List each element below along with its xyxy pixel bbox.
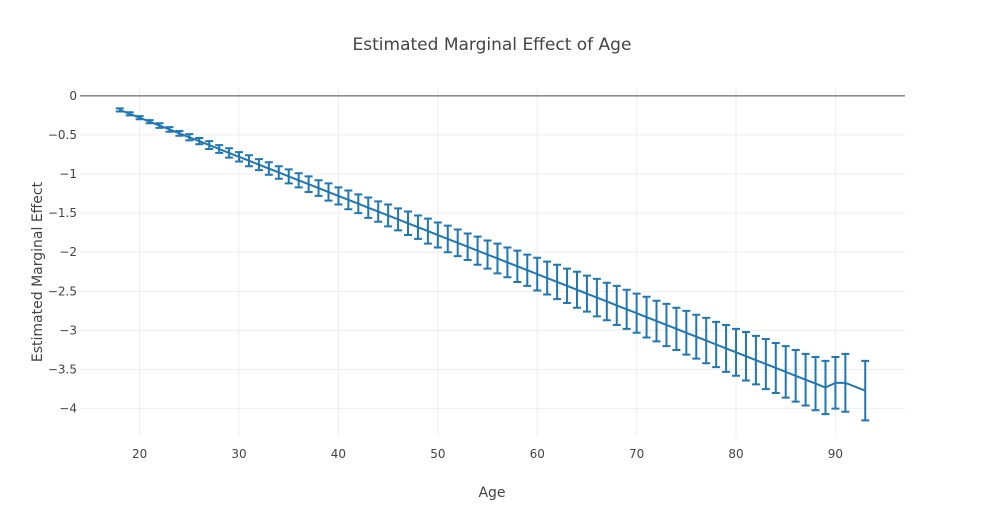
grid-layer [80,88,905,436]
x-tick-label: 80 [728,447,743,461]
x-tick-label: 40 [331,447,346,461]
error-bar [861,359,870,422]
data-layer [115,107,870,422]
y-tick-label: 0 [69,89,77,103]
x-tick-label: 30 [231,447,246,461]
x-tick-label: 20 [132,447,147,461]
y-tick-label: −1.5 [48,206,77,220]
y-tick-label: −3.5 [48,363,77,377]
y-tick-label: −4 [59,402,77,416]
x-tick-label: 60 [530,447,545,461]
y-tick-label: −2.5 [48,284,77,298]
y-tick-label: −1 [59,167,77,181]
y-tick-label: −0.5 [48,128,77,142]
y-axis-title: Estimated Marginal Effect [30,181,46,362]
chart-title: Estimated Marginal Effect of Age [353,35,632,55]
series-line [119,108,866,392]
x-tick-label: 70 [629,447,644,461]
x-tick-label: 90 [828,447,843,461]
y-tick-label: −2 [59,245,77,259]
x-tick-label: 50 [430,447,445,461]
tick-layer: 20 30 40 50 60 70 80 90 0 −0.5 −1 −1.5 −2 −2.5 −3 −3.5 −… [48,89,843,461]
y-tick-label: −3 [59,323,77,337]
x-axis-title: Age [478,485,505,501]
